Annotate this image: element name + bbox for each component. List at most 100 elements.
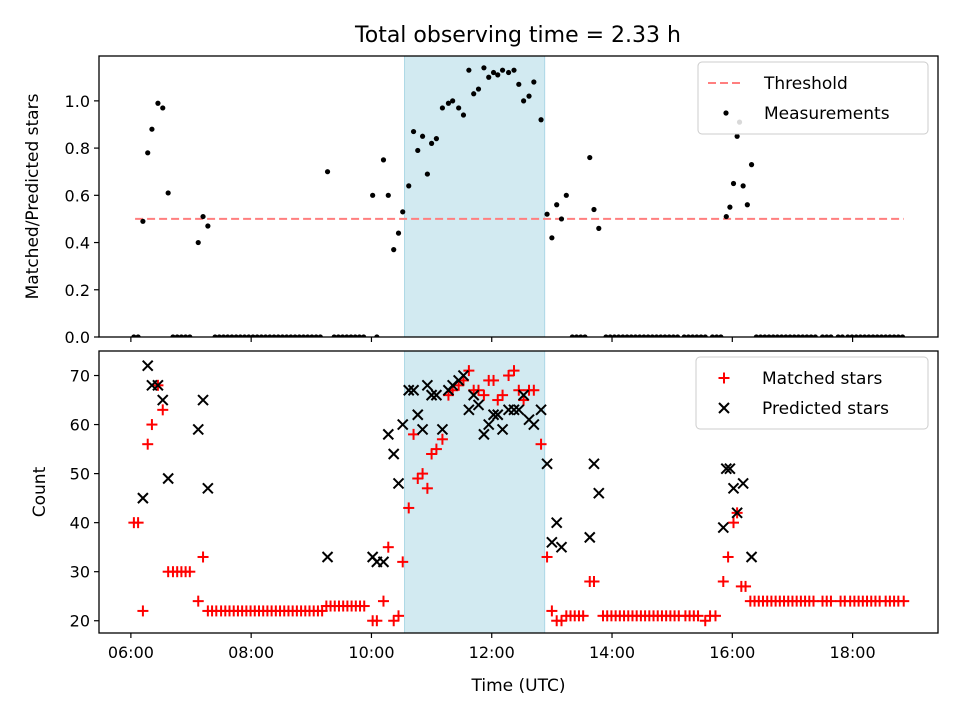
matched-stars-point bbox=[588, 576, 600, 588]
measurements-point bbox=[324, 169, 331, 175]
matched-stars-point bbox=[503, 370, 515, 382]
axes-frame bbox=[98, 350, 939, 634]
predicted-stars-point bbox=[724, 462, 736, 475]
matched-stars-point bbox=[436, 433, 448, 445]
predicted-stars-point bbox=[436, 423, 449, 436]
predicted-stars-point bbox=[528, 418, 540, 431]
predicted-stars-point bbox=[593, 487, 605, 499]
x-tick-label: 16:00 bbox=[709, 643, 755, 662]
measurements-point bbox=[149, 126, 155, 132]
matched-stars-point bbox=[508, 365, 520, 377]
predicted-stars-point bbox=[550, 516, 563, 529]
measurements-point bbox=[370, 192, 376, 198]
matched-stars-point bbox=[421, 482, 433, 494]
measurements-point bbox=[723, 213, 729, 220]
measurements-point bbox=[587, 154, 593, 161]
x-tick-label: 12:00 bbox=[469, 643, 515, 662]
measurements-point bbox=[591, 206, 597, 213]
predicted-stars-point bbox=[517, 389, 530, 401]
measurements-point bbox=[450, 98, 456, 104]
matched-stars-point bbox=[371, 615, 383, 627]
legend-box bbox=[697, 61, 929, 135]
matched-stars-point bbox=[417, 468, 429, 480]
predicted-stars-point bbox=[717, 521, 729, 534]
legend-box bbox=[695, 356, 929, 430]
predicted-stars-point bbox=[137, 492, 149, 504]
predicted-stars-point bbox=[152, 379, 164, 392]
matched-stars-point bbox=[728, 517, 740, 529]
measurements-point bbox=[471, 91, 477, 97]
y-tick-label: 0.2 bbox=[65, 281, 90, 300]
matched-stars-point bbox=[132, 517, 144, 529]
measurements-point bbox=[145, 150, 151, 156]
matched-stars-point bbox=[146, 419, 158, 431]
matched-stars-point bbox=[488, 374, 500, 386]
predicted-stars-point bbox=[541, 458, 553, 470]
y-tick-label: 60 bbox=[70, 416, 90, 435]
predicted-stars-point bbox=[508, 404, 520, 416]
matched-stars-point bbox=[412, 473, 424, 485]
matched-stars-point bbox=[492, 394, 504, 406]
matched-stars-point bbox=[463, 365, 475, 377]
measurements-point bbox=[734, 133, 740, 139]
figure-title: Total observing time = 2.33 h bbox=[354, 23, 681, 48]
matched-stars-point bbox=[137, 605, 149, 617]
measurements-point bbox=[428, 140, 435, 146]
predicted-stars-point bbox=[162, 472, 174, 485]
predicted-stars-point bbox=[321, 551, 334, 563]
measurements-point bbox=[433, 136, 440, 142]
predicted-stars-point bbox=[467, 389, 480, 401]
matched-stars-point bbox=[197, 551, 209, 563]
predicted-stars-point bbox=[546, 536, 558, 548]
x-tick-label: 06:00 bbox=[108, 643, 154, 662]
measurements-point bbox=[596, 225, 602, 231]
measurements-point bbox=[475, 86, 482, 92]
measurements-point bbox=[481, 65, 487, 71]
predicted-stars-point bbox=[430, 389, 443, 401]
measurements-point bbox=[385, 192, 391, 198]
matched-stars-point bbox=[825, 595, 837, 607]
predicted-stars-point bbox=[513, 404, 525, 416]
predicted-stars-point bbox=[487, 409, 500, 421]
matched-stars-point bbox=[546, 605, 558, 617]
matched-stars-point bbox=[478, 389, 490, 401]
matched-stars-point bbox=[408, 428, 420, 440]
legend-label: Threshold bbox=[763, 74, 848, 94]
measurements-point bbox=[460, 112, 467, 118]
predicted-stars-point bbox=[377, 556, 390, 568]
y-tick-label: 40 bbox=[70, 514, 90, 533]
legend-measurement-swatch bbox=[723, 110, 729, 116]
y-tick-label: 50 bbox=[70, 465, 90, 484]
measurements-point bbox=[419, 133, 426, 139]
predicted-stars-point bbox=[142, 360, 154, 372]
measurements-point bbox=[445, 100, 452, 106]
bottom-panel: 20 30 40 50 60 70 06:00 08:00 10:00 12:00 14:00 16:… bbox=[30, 350, 939, 696]
measurements-point bbox=[466, 67, 472, 73]
measurements-point bbox=[554, 202, 560, 208]
legend-label: Predicted stars bbox=[762, 399, 889, 419]
matched-stars-point bbox=[577, 610, 589, 622]
predicted-stars-point bbox=[416, 423, 429, 436]
predicted-stars-point bbox=[407, 384, 420, 396]
predicted-stars-point bbox=[192, 423, 204, 436]
measurements-point bbox=[558, 216, 565, 222]
matched-stars-point bbox=[699, 615, 711, 627]
matched-stars-point bbox=[142, 438, 154, 450]
matched-stars-point bbox=[528, 384, 540, 396]
measurements-point bbox=[538, 117, 544, 123]
predicted-stars-point bbox=[496, 423, 509, 436]
matched-stars-point bbox=[898, 595, 910, 607]
y-axis-label: Matched/Predicted stars bbox=[23, 93, 43, 299]
legend: Matched stars Predicted stars bbox=[695, 356, 929, 430]
measurements-point bbox=[439, 105, 446, 111]
measurements-point bbox=[526, 93, 532, 99]
matched-stars-point bbox=[740, 580, 752, 592]
predicted-stars-point bbox=[412, 409, 424, 421]
x-tick-label: 08:00 bbox=[228, 643, 274, 662]
measurements-point bbox=[727, 204, 733, 210]
matched-stars-point bbox=[717, 576, 729, 588]
matched-stars-point bbox=[535, 438, 547, 450]
measurements-point bbox=[531, 79, 537, 85]
matched-stars-point bbox=[397, 556, 409, 568]
x-tick-label: 10:00 bbox=[348, 643, 394, 662]
